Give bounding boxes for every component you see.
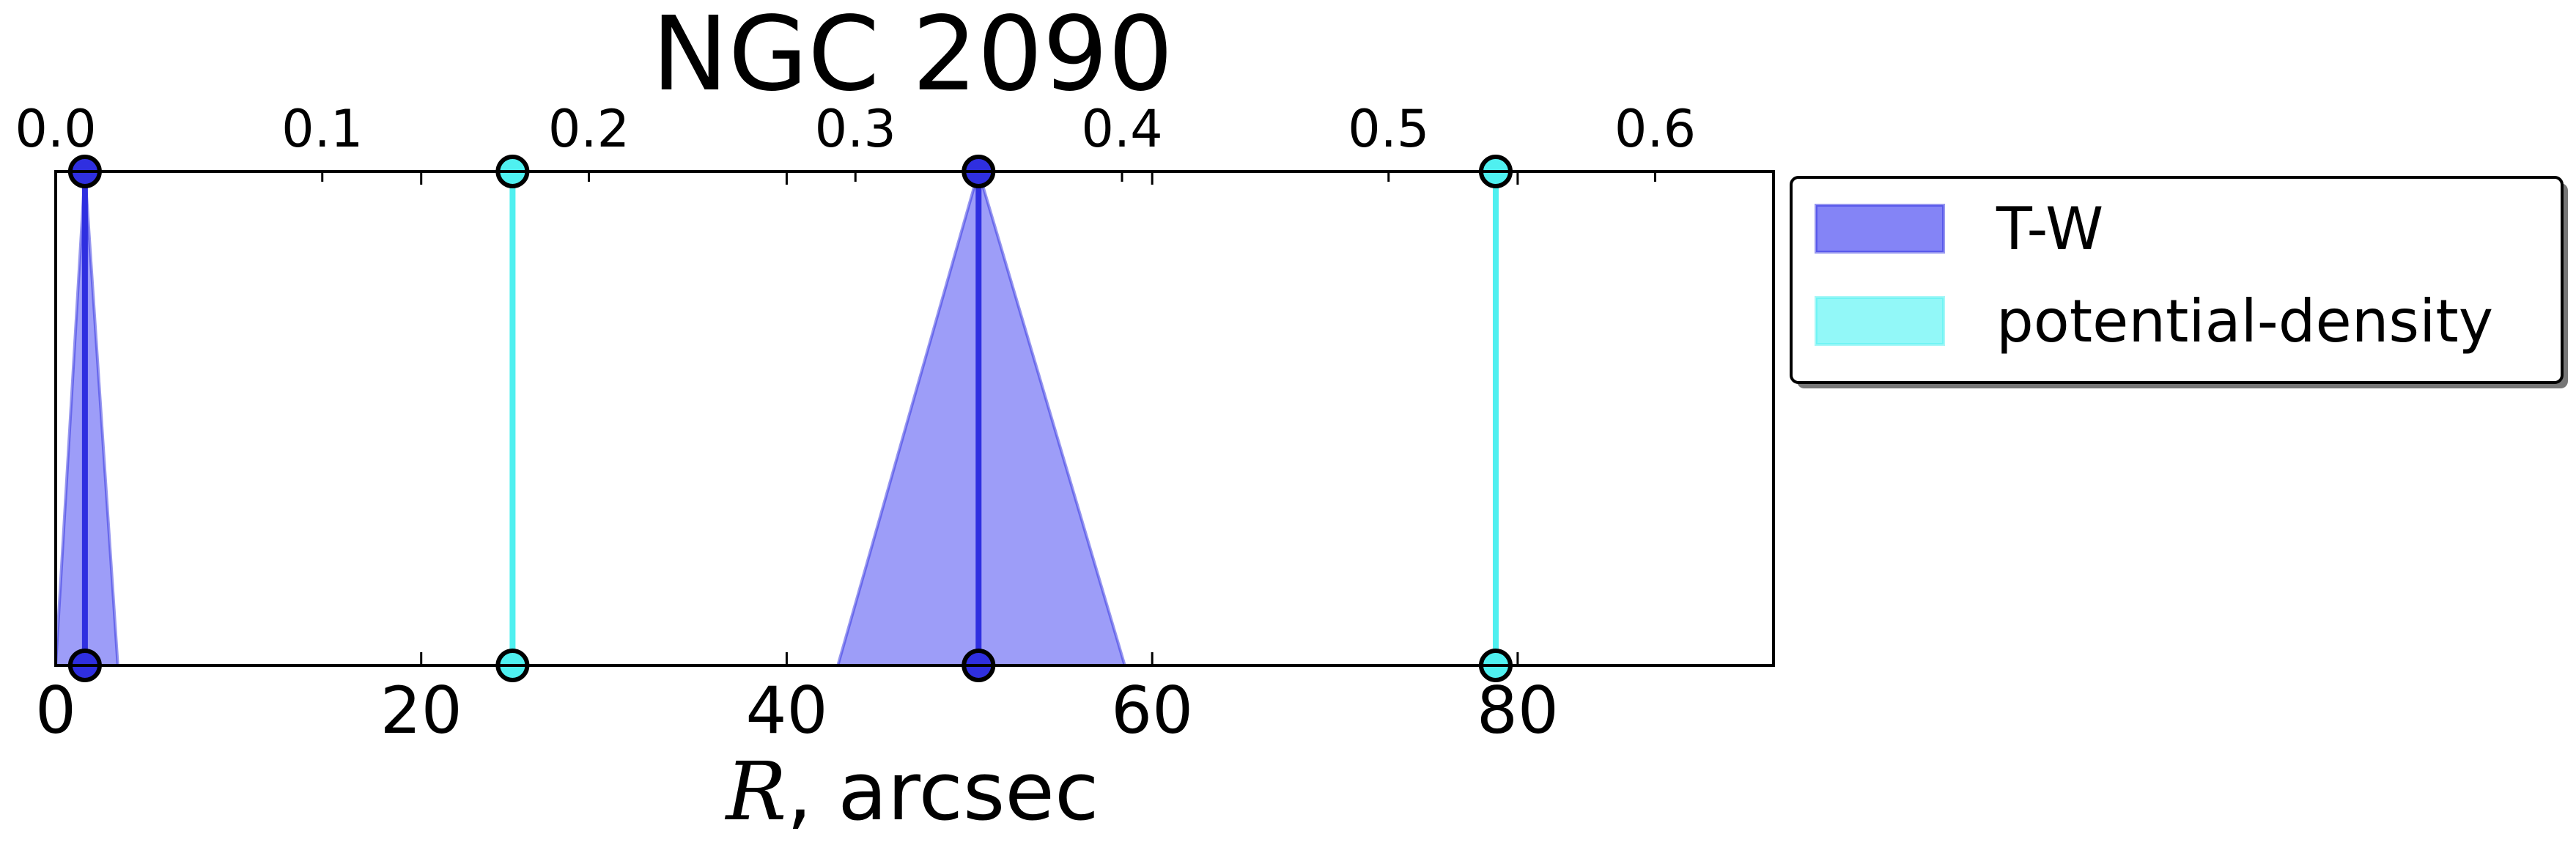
top-tick-label-3: 0.3 bbox=[815, 99, 896, 159]
legend-swatch-1 bbox=[1815, 296, 1945, 346]
plot-frame bbox=[54, 170, 1775, 667]
x-axis-label: R, arcsec bbox=[725, 745, 1099, 838]
legend-box bbox=[1790, 176, 2564, 384]
x-axis-label-symbol: R bbox=[725, 745, 787, 838]
plot-marks bbox=[53, 155, 1513, 682]
top-tick-label-6: 0.6 bbox=[1614, 99, 1696, 159]
top-tick-label-5: 0.5 bbox=[1348, 99, 1429, 159]
top-x-axis: 0.0 0.1 0.2 0.3 0.4 0.5 0.6 bbox=[15, 99, 1696, 182]
legend-label-0: T-W bbox=[1996, 195, 2103, 263]
top-tick-label-2: 0.2 bbox=[548, 99, 630, 159]
top-tick-label-1: 0.1 bbox=[281, 99, 363, 159]
top-tick-label-0: 0.0 bbox=[15, 99, 96, 159]
bottom-tick-label-3: 60 bbox=[1111, 673, 1193, 748]
bottom-tick-label-0: 0 bbox=[35, 673, 76, 748]
legend: T-W potential-density bbox=[1790, 176, 2568, 388]
top-tick-label-4: 0.4 bbox=[1081, 99, 1162, 159]
bottom-x-axis: 0 20 40 60 80 bbox=[35, 171, 1559, 748]
bottom-tick-label-2: 40 bbox=[745, 673, 827, 748]
bottom-tick-label-4: 80 bbox=[1477, 673, 1559, 748]
x-axis-label-unit: , arcsec bbox=[786, 745, 1099, 838]
legend-swatch-0 bbox=[1815, 204, 1945, 254]
bottom-tick-label-1: 20 bbox=[380, 673, 462, 748]
legend-label-1: potential-density bbox=[1996, 287, 2493, 355]
chart-title: NGC 2090 bbox=[652, 0, 1173, 114]
